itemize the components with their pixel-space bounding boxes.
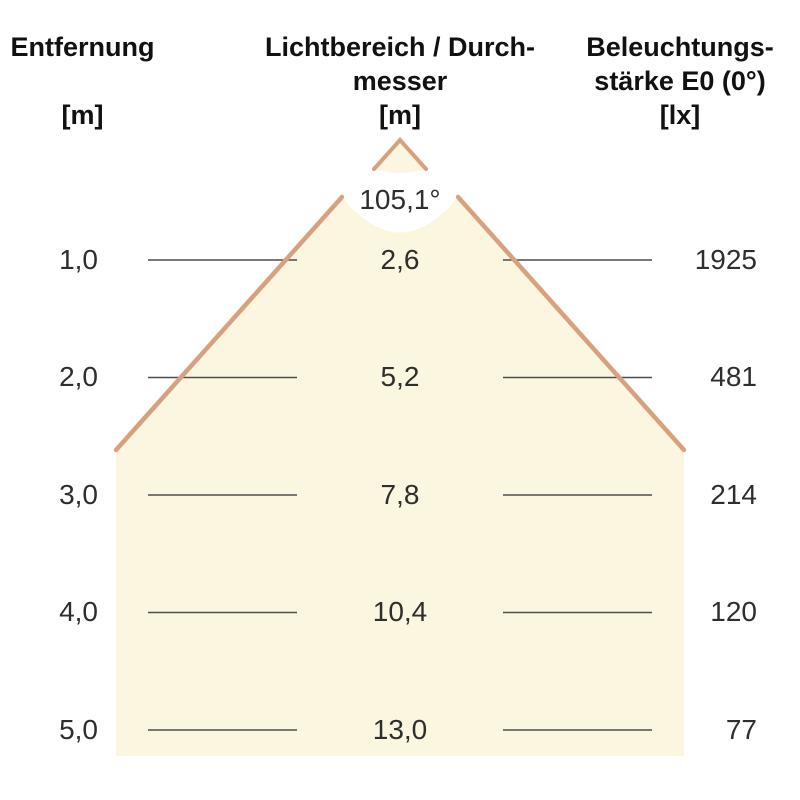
header-diameter-title-line2: messer (352, 66, 448, 96)
distance-value: 1,0 (59, 244, 98, 275)
cone-apex-edge (372, 137, 428, 171)
header-line-spacer (0, 64, 165, 98)
distance-value: 3,0 (59, 479, 98, 510)
distance-value: 5,0 (59, 714, 98, 745)
illuminance-value: 481 (710, 361, 757, 392)
diameter-value: 13,0 (372, 714, 428, 745)
header-illuminance-title-line2: stärke E0 (0°) (594, 66, 766, 96)
diameter-value: 7,8 (380, 479, 420, 510)
illuminance-value: 214 (710, 479, 757, 510)
illuminance-value: 120 (710, 596, 757, 627)
header-distance-unit: [m] (61, 100, 104, 130)
header-diameter-title-line1: Lichtbereich / Durch- (264, 32, 536, 62)
cone-body-fill (116, 197, 684, 756)
header-distance-title: Entfernung (10, 32, 155, 62)
cone-apex-fill (374, 140, 426, 173)
header-illuminance-title-line1: Beleuchtungs- (586, 32, 774, 62)
header-diameter: Lichtbereich / Durch- messer [m] (245, 30, 555, 132)
diameter-value: 10,4 (372, 596, 428, 627)
header-distance: Entfernung [m] (0, 30, 165, 132)
distance-value: 2,0 (59, 361, 98, 392)
illuminance-value: 77 (725, 714, 757, 745)
diameter-value: 2,6 (380, 244, 420, 275)
header-diameter-unit: [m] (379, 100, 421, 130)
diameter-value: 5,2 (380, 361, 420, 392)
header-illuminance: Beleuchtungs- stärke E0 (0°) [lx] (575, 30, 785, 132)
distance-value: 4,0 (59, 596, 98, 627)
cone-right-edge (455, 194, 687, 453)
cone-left-edge (113, 194, 345, 453)
illuminance-value: 1925 (694, 244, 757, 275)
header-illuminance-unit: [lx] (659, 100, 701, 130)
beam-angle-label: 105,1° (359, 184, 441, 215)
